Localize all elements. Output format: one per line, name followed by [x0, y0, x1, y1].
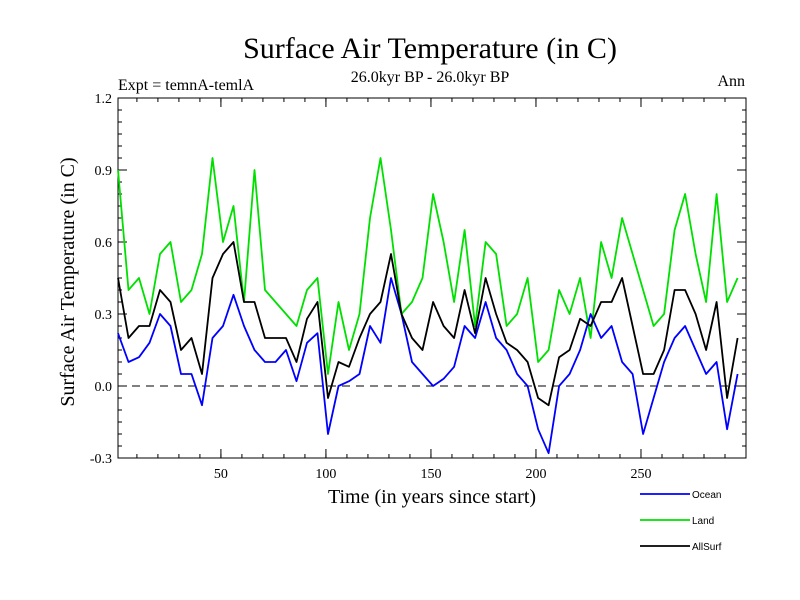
- y-axis-label: Surface Air Temperature (in C): [57, 157, 79, 406]
- chart-title: Surface Air Temperature (in C): [243, 32, 617, 65]
- legend-label-ocean: Ocean: [692, 490, 721, 501]
- chart-subtitle: 26.0kyr BP - 26.0kyr BP: [351, 69, 510, 86]
- y-tick-label: 0.3: [95, 308, 113, 323]
- x-tick-label: 50: [214, 467, 228, 482]
- season-label: Ann: [717, 73, 745, 90]
- legend-label-allsurf: AllSurf: [692, 542, 722, 553]
- legend: Ocean Land AllSurf: [640, 490, 722, 553]
- y-tick-label: 0.6: [95, 236, 113, 251]
- plot-area: 50 100 150 200 250 -0.3 0.0 0.3 0.6 0.9 1.2: [90, 92, 747, 482]
- x-tick-label: 250: [630, 467, 651, 482]
- series-line-allsurf: [117, 241, 739, 407]
- series-line-ocean: [117, 277, 739, 455]
- series-line-land: [117, 157, 739, 375]
- y-tick-label: 0.9: [95, 164, 113, 179]
- y-tick-label: 0.0: [95, 380, 113, 395]
- y-tick-label: 1.2: [95, 92, 113, 107]
- x-tick-label: 150: [420, 467, 441, 482]
- x-tick-label: 100: [315, 467, 336, 482]
- x-axis-label: Time (in years since start): [328, 486, 536, 508]
- legend-label-land: Land: [692, 516, 714, 527]
- y-tick-label: -0.3: [90, 452, 112, 467]
- x-tick-label: 200: [525, 467, 546, 482]
- experiment-label: Expt = temnA-temlA: [118, 77, 255, 94]
